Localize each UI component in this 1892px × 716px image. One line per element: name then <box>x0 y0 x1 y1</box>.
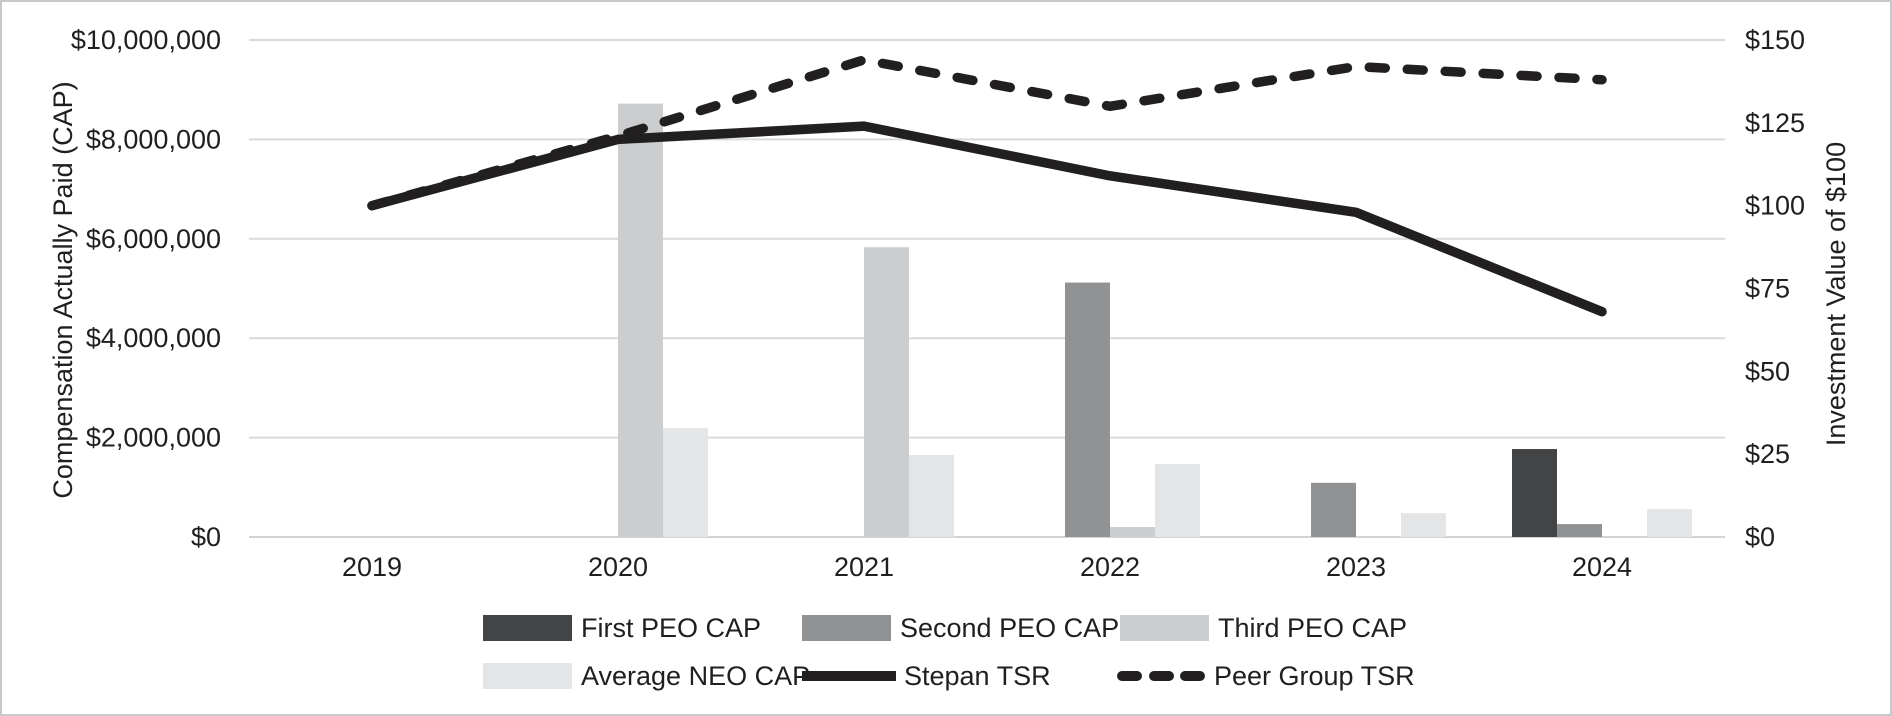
x-axis-label: 2020 <box>588 552 648 582</box>
legend-label: Average NEO CAP <box>581 660 811 691</box>
left-axis-tick: $0 <box>191 522 221 552</box>
right-axis-tick: $150 <box>1745 25 1805 55</box>
third-peo-cap-swatch <box>1120 615 1209 641</box>
bar-second-peo-cap-2024 <box>1557 524 1602 537</box>
peer-group-tsr-dash-swatch <box>1117 671 1205 681</box>
average-neo-cap-swatch <box>483 663 572 689</box>
stepan-tsr-line-swatch <box>802 671 896 681</box>
stepan-tsr-line <box>367 121 1607 317</box>
legend-label: Stepan TSR <box>904 660 1051 691</box>
legend-item-first-peo-cap: First PEO CAP <box>483 612 762 643</box>
right-axis-tick: $100 <box>1745 191 1805 221</box>
legend-label: Second PEO CAP <box>900 612 1120 643</box>
left-axis-tick: $6,000,000 <box>86 224 221 254</box>
second-peo-cap-swatch <box>802 615 891 641</box>
legend-item-average-neo-cap: Average NEO CAP <box>483 660 811 691</box>
x-axis-label: 2023 <box>1326 552 1386 582</box>
right-axis-tick: $125 <box>1745 108 1805 138</box>
x-axis-label: 2019 <box>342 552 402 582</box>
right-axis-tick: $25 <box>1745 439 1790 469</box>
bar-average-neo-cap-2020 <box>663 428 708 537</box>
legend-item-stepan-tsr: Stepan TSR <box>802 660 1051 691</box>
bar-second-peo-cap-2022 <box>1065 282 1110 537</box>
bar-third-peo-cap-2020 <box>618 103 663 537</box>
left-axis-tick: $4,000,000 <box>86 323 221 353</box>
peer-group-tsr-line <box>367 55 1607 211</box>
right-axis-tick: $75 <box>1745 274 1790 304</box>
bar-average-neo-cap-2024 <box>1647 509 1692 537</box>
first-peo-cap-swatch <box>483 615 572 641</box>
legend-item-second-peo-cap: Second PEO CAP <box>802 612 1120 643</box>
legend-label: First PEO CAP <box>581 612 762 643</box>
bar-average-neo-cap-2022 <box>1155 463 1200 537</box>
legend-label: Third PEO CAP <box>1218 612 1408 643</box>
legend-label: Peer Group TSR <box>1214 660 1415 691</box>
left-axis-tick: $10,000,000 <box>71 25 221 55</box>
left-axis-tick: $2,000,000 <box>86 423 221 453</box>
right-axis-title: Investment Value of $100 <box>1821 141 1851 447</box>
right-axis-tick: $0 <box>1745 522 1775 552</box>
x-axis-label: 2024 <box>1572 552 1632 582</box>
legend-item-peer-group-tsr: Peer Group TSR <box>1117 660 1415 691</box>
legend-item-third-peo-cap: Third PEO CAP <box>1120 612 1408 643</box>
bar-third-peo-cap-2021 <box>864 247 909 537</box>
bar-average-neo-cap-2023 <box>1401 513 1446 537</box>
right-axis-tick: $50 <box>1745 356 1790 386</box>
left-axis-title: Compensation Actually Paid (CAP) <box>48 81 78 499</box>
x-axis-label: 2021 <box>834 552 894 582</box>
left-axis-tick: $8,000,000 <box>86 124 221 154</box>
bar-first-peo-cap-2024 <box>1512 449 1557 537</box>
bar-second-peo-cap-2023 <box>1311 482 1356 537</box>
bar-third-peo-cap-2022 <box>1110 527 1155 537</box>
x-axis-label: 2022 <box>1080 552 1140 582</box>
bar-average-neo-cap-2021 <box>909 454 954 537</box>
